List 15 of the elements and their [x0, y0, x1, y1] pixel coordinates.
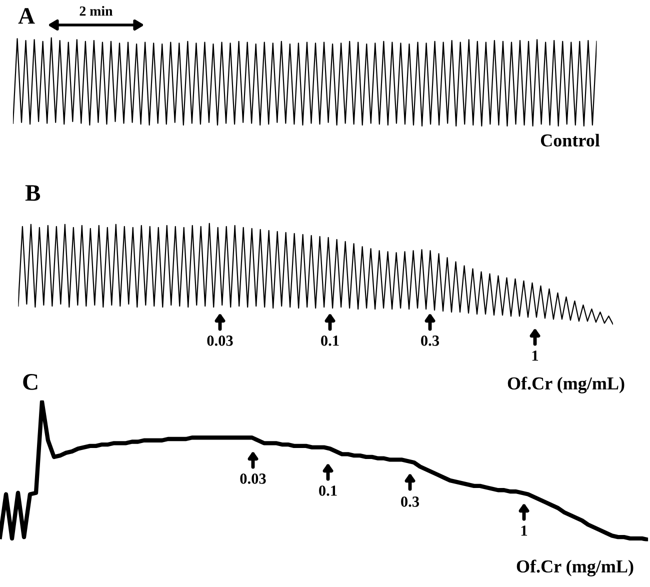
- text: 2 min: [80, 6, 113, 16]
- text: 0.3: [421, 336, 440, 346]
- text: 0.1: [321, 336, 339, 346]
- annotation: 0.3: [401, 496, 420, 507]
- annotation: 0.1: [319, 486, 337, 496]
- chart-title: B: [25, 185, 40, 201]
- text: 1: [532, 350, 538, 361]
- chart-title: A: [18, 8, 35, 24]
- annotation: 0.03: [240, 474, 266, 484]
- annotation: 1: [521, 526, 528, 536]
- text: Of.Cr (mg/mL): [508, 376, 624, 394]
- chart-title: C: [23, 374, 38, 390]
- text: 0.03: [207, 336, 233, 346]
- text: Of.Cr (mg/mL): [516, 560, 634, 576]
- text: Control: [540, 134, 600, 147]
